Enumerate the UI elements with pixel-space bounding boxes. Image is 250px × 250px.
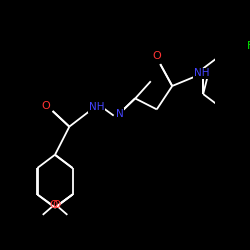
Text: NH: NH <box>89 102 104 112</box>
Text: O: O <box>41 101 50 111</box>
Text: N: N <box>116 109 124 119</box>
Text: O: O <box>152 51 161 61</box>
Text: NH: NH <box>194 68 210 78</box>
Text: O: O <box>50 200 58 210</box>
Text: F: F <box>247 41 250 51</box>
Text: O: O <box>52 200 61 210</box>
